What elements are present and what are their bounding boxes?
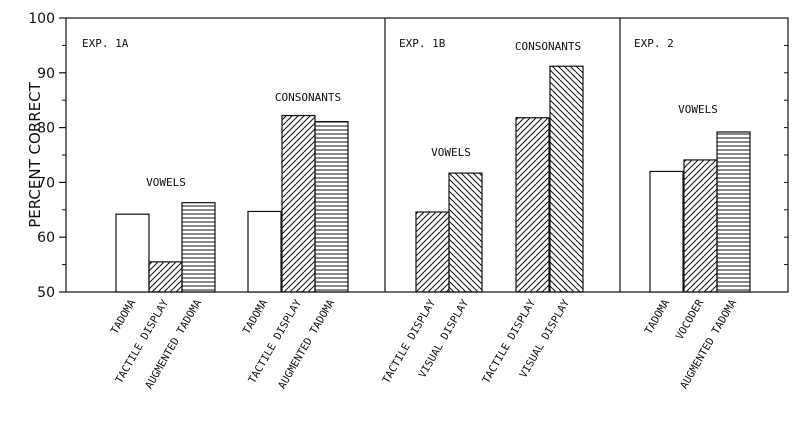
- y-tick-label: 80: [37, 121, 55, 137]
- x-tick-label: TADOMA: [241, 297, 271, 336]
- group-label-1a-consonants: CONSONANTS: [275, 91, 341, 104]
- bar-augmented-tadoma: [181, 202, 216, 293]
- group-label-2-vowels: VOWELS: [678, 103, 718, 116]
- bar-tactile-display: [515, 117, 550, 293]
- bar-visual-display: [448, 172, 483, 293]
- bar-visual-display: [549, 65, 584, 293]
- bar-augmented-tadoma: [716, 131, 751, 293]
- y-axis: 50 60 70 80 90 100: [28, 11, 66, 301]
- panel-label-exp-1b: EXP. 1B: [399, 37, 446, 50]
- right-axis-ticks: [784, 44, 788, 266]
- x-tick-label: VOCODER: [674, 297, 707, 342]
- group-label-1b-vowels: VOWELS: [431, 146, 471, 159]
- y-tick-label: 70: [37, 175, 55, 191]
- bars: [115, 65, 751, 293]
- group-label-1a-vowels: VOWELS: [146, 176, 186, 189]
- panel-label-exp-2: EXP. 2: [634, 37, 674, 50]
- panel-label-exp-1a: EXP. 1A: [82, 37, 129, 50]
- bar-tactile-display: [148, 261, 183, 293]
- y-tick-label: 90: [37, 66, 55, 82]
- y-axis-label: PERCENT CORRECT: [26, 81, 44, 227]
- x-tick-label: TADOMA: [643, 297, 673, 336]
- bar-tadoma: [649, 170, 684, 293]
- bar-tactile-display: [281, 114, 316, 293]
- bar-tadoma: [247, 210, 282, 293]
- bar-tadoma: [115, 213, 150, 293]
- bar-augmented-tadoma: [314, 120, 349, 293]
- y-tick-label: 100: [28, 11, 55, 27]
- y-tick-label: 50: [37, 285, 55, 301]
- y-tick-label: 60: [37, 230, 55, 246]
- bar-tactile-display: [415, 211, 450, 293]
- group-label-1b-consonants: CONSONANTS: [515, 40, 581, 53]
- x-tick-label: TADOMA: [109, 297, 139, 336]
- bar-vocoder: [683, 159, 718, 293]
